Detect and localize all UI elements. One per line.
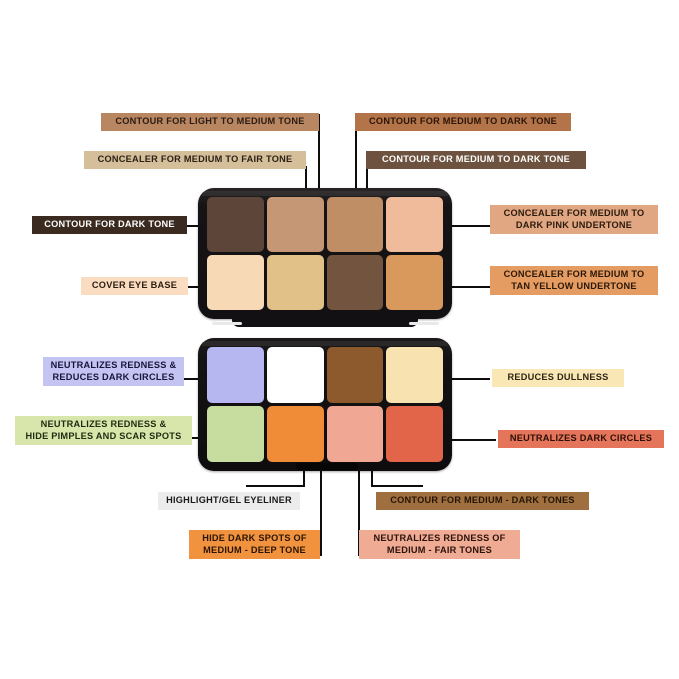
pan-concealer-dark-pink[interactable] xyxy=(386,197,443,252)
label-text: HIGHLIGHT/GEL EYELINER xyxy=(166,495,292,505)
label-neutralizes-redness-pimples: NEUTRALIZES REDNESS & HIDE PIMPLES AND S… xyxy=(15,416,192,445)
pan-corrector-orange[interactable] xyxy=(266,406,324,462)
label-text: CONTOUR FOR MEDIUM - DARK TONES xyxy=(390,495,575,505)
pan-contour-medium-dark-a[interactable] xyxy=(326,197,384,252)
pan-corrector-lavender[interactable] xyxy=(207,347,264,403)
pan-contour-light-medium[interactable] xyxy=(266,197,324,252)
bottom-palette xyxy=(198,338,452,471)
connector-highlight-gel-eyeliner-stub xyxy=(246,485,305,487)
pan-concealer-medium-fair[interactable] xyxy=(266,255,324,310)
pan-corrector-green[interactable] xyxy=(207,406,264,462)
connector-hide-dark-spots xyxy=(320,440,322,556)
label-concealer-dark-pink: CONCEALER FOR MEDIUM TO DARK PINK UNDERT… xyxy=(490,205,658,234)
label-neutralizes-redness-fair: NEUTRALIZES REDNESS OF MEDIUM - FAIR TON… xyxy=(359,530,520,559)
pan-highlight-white[interactable] xyxy=(266,347,324,403)
label-contour-light-medium: CONTOUR FOR LIGHT TO MEDIUM TONE xyxy=(101,113,319,131)
connector-contour-light-medium xyxy=(318,114,320,232)
palette-top-bevel xyxy=(202,191,448,196)
label-neutralizes-dark-circles: NEUTRALIZES DARK CIRCLES xyxy=(498,430,664,448)
connector-reduces-dullness xyxy=(434,378,490,380)
pan-contour-medium-dark-brown[interactable] xyxy=(326,347,384,403)
label-contour-dark-tone: CONTOUR FOR DARK TONE xyxy=(32,216,187,234)
label-concealer-medium-fair: CONCEALER FOR MEDIUM TO FAIR TONE xyxy=(84,151,306,169)
pan-contour-dark[interactable] xyxy=(207,197,264,252)
connector-contour-medium-dark-tones-stub xyxy=(371,485,423,487)
label-contour-medium-dark-tones: CONTOUR FOR MEDIUM - DARK TONES xyxy=(376,492,589,510)
label-text: NEUTRALIZES REDNESS OF MEDIUM - FAIR TON… xyxy=(373,533,506,555)
label-contour-medium-dark-second: CONTOUR FOR MEDIUM TO DARK TONE xyxy=(366,151,586,169)
label-text: CONCEALER FOR MEDIUM TO FAIR TONE xyxy=(97,154,293,164)
pan-corrector-peach[interactable] xyxy=(326,406,384,462)
bottom-palette-clasp xyxy=(296,463,358,470)
label-hide-dark-spots: HIDE DARK SPOTS OF MEDIUM - DEEP TONE xyxy=(189,530,320,559)
top-palette-hinge xyxy=(232,318,418,327)
connector-neutralizes-redness-fair xyxy=(358,440,360,556)
top-palette-lip-left xyxy=(212,322,242,325)
label-text: CONCEALER FOR MEDIUM TO DARK PINK UNDERT… xyxy=(503,208,645,230)
top-palette-pans xyxy=(207,197,443,310)
pan-concealer-tan-yellow[interactable] xyxy=(386,255,443,310)
connector-concealer-tan-yellow xyxy=(414,286,492,288)
pan-cover-eye-base[interactable] xyxy=(207,255,264,310)
label-neutralizes-redness-dark-circles: NEUTRALIZES REDNESS & REDUCES DARK CIRCL… xyxy=(43,357,184,386)
pan-brightener-yellow[interactable] xyxy=(386,347,443,403)
label-concealer-tan-yellow: CONCEALER FOR MEDIUM TO TAN YELLOW UNDER… xyxy=(490,266,658,295)
connector-neutralizes-dark-circles xyxy=(434,439,496,441)
pan-contour-medium-dark-b[interactable] xyxy=(326,255,384,310)
label-text: CONCEALER FOR MEDIUM TO TAN YELLOW UNDER… xyxy=(503,269,645,291)
palette-bottom-bevel xyxy=(202,341,448,346)
label-text: NEUTRALIZES DARK CIRCLES xyxy=(509,433,653,443)
label-highlight-gel-eyeliner: HIGHLIGHT/GEL EYELINER xyxy=(158,492,300,510)
top-palette-lip-right xyxy=(409,322,439,325)
connector-contour-medium-dark-top xyxy=(355,114,357,232)
label-text: REDUCES DULLNESS xyxy=(507,372,609,382)
pan-corrector-coral[interactable] xyxy=(386,406,443,462)
connector-concealer-dark-pink xyxy=(414,225,492,227)
label-contour-medium-dark-top: CONTOUR FOR MEDIUM TO DARK TONE xyxy=(355,113,571,131)
label-text: COVER EYE BASE xyxy=(91,280,178,290)
label-text: CONTOUR FOR LIGHT TO MEDIUM TONE xyxy=(115,116,305,126)
label-text: NEUTRALIZES REDNESS & HIDE PIMPLES AND S… xyxy=(25,419,182,441)
label-text: CONTOUR FOR MEDIUM TO DARK TONE xyxy=(382,154,570,164)
label-text: HIDE DARK SPOTS OF MEDIUM - DEEP TONE xyxy=(202,533,307,555)
top-palette xyxy=(198,188,452,319)
label-text: NEUTRALIZES REDNESS & REDUCES DARK CIRCL… xyxy=(50,360,177,382)
label-text: CONTOUR FOR MEDIUM TO DARK TONE xyxy=(369,116,557,126)
label-reduces-dullness: REDUCES DULLNESS xyxy=(492,369,624,387)
label-cover-eye-base: COVER EYE BASE xyxy=(81,277,188,295)
label-text: CONTOUR FOR DARK TONE xyxy=(44,219,175,229)
bottom-palette-pans xyxy=(207,347,443,462)
